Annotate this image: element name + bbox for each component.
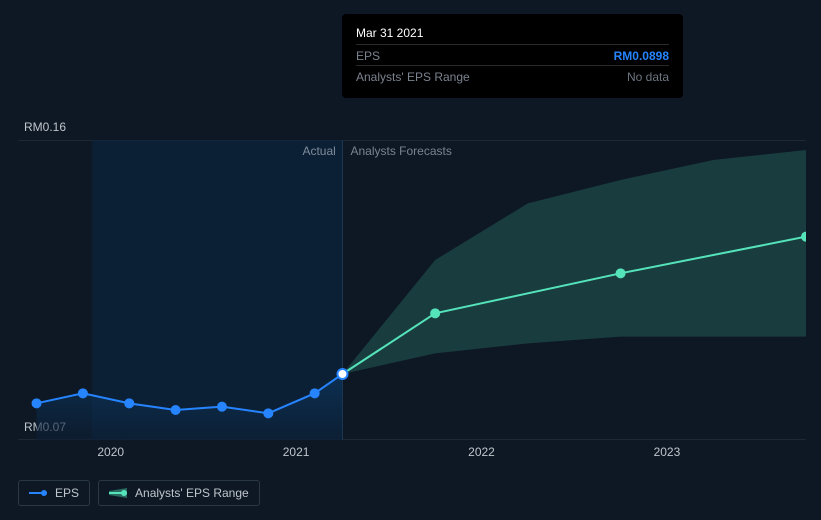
x-axis-tick: 2020 xyxy=(97,445,124,459)
chart-container: Mar 31 2021 EPS RM0.0898 Analysts' EPS R… xyxy=(0,0,821,520)
chart-legend: EPS Analysts' EPS Range xyxy=(18,480,260,506)
legend-label: Analysts' EPS Range xyxy=(135,486,249,500)
legend-label: EPS xyxy=(55,486,79,500)
tooltip-value: No data xyxy=(627,70,669,84)
tooltip-row-range: Analysts' EPS Range No data xyxy=(356,65,669,86)
tooltip-key: EPS xyxy=(356,49,380,63)
legend-swatch-range xyxy=(109,488,127,498)
x-axis-tick: 2023 xyxy=(654,445,681,459)
y-axis-max-label: RM0.16 xyxy=(24,120,66,134)
x-axis-tick: 2022 xyxy=(468,445,495,459)
legend-swatch-eps xyxy=(29,488,47,498)
tooltip-value: RM0.0898 xyxy=(614,49,669,63)
tooltip-date: Mar 31 2021 xyxy=(356,26,669,40)
eps-chart[interactable] xyxy=(18,140,806,440)
tooltip-row-eps: EPS RM0.0898 xyxy=(356,44,669,65)
legend-item-eps[interactable]: EPS xyxy=(18,480,90,506)
x-axis-tick: 2021 xyxy=(283,445,310,459)
legend-item-eps-range[interactable]: Analysts' EPS Range xyxy=(98,480,260,506)
chart-tooltip: Mar 31 2021 EPS RM0.0898 Analysts' EPS R… xyxy=(342,14,683,98)
tooltip-key: Analysts' EPS Range xyxy=(356,70,470,84)
